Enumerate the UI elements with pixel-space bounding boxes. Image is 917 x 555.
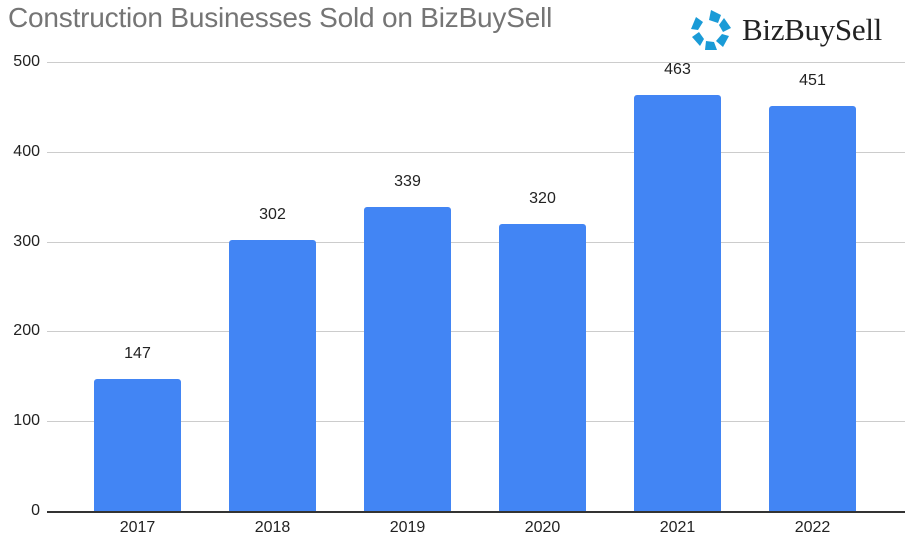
- y-axis-tick-label: 500: [13, 53, 40, 70]
- bar-value-label: 463: [664, 61, 691, 78]
- bar-2018: [229, 240, 316, 511]
- x-axis-tick-label: 2021: [659, 519, 696, 536]
- x-axis-baseline: [47, 511, 905, 513]
- bar-2022: [769, 106, 856, 511]
- bar-2020: [499, 224, 586, 511]
- gridline: [47, 62, 905, 63]
- y-axis-tick-label: 400: [13, 143, 40, 160]
- y-axis-tick-label: 200: [13, 322, 40, 339]
- bizbuysell-logo: BizBuySell: [690, 8, 882, 52]
- y-axis-tick-label: 300: [13, 233, 40, 250]
- bar-value-label: 451: [799, 72, 826, 89]
- bar-2017: [94, 379, 181, 511]
- gridline: [47, 152, 905, 153]
- bar-2021: [634, 95, 721, 511]
- x-axis-tick-label: 2018: [254, 519, 291, 536]
- bar-value-label: 339: [394, 173, 421, 190]
- logo-text: BizBuySell: [742, 12, 882, 47]
- y-axis-tick-label: 0: [31, 502, 40, 519]
- gridline: [47, 331, 905, 332]
- bar-value-label: 320: [529, 190, 556, 207]
- bizbuysell-logo-icon: [691, 10, 731, 50]
- x-axis-tick-label: 2019: [389, 519, 426, 536]
- bar-value-label: 147: [124, 345, 151, 362]
- x-axis-tick-label: 2020: [524, 519, 561, 536]
- chart-title: Construction Businesses Sold on BizBuySe…: [8, 2, 553, 33]
- x-axis-tick-label: 2017: [119, 519, 156, 536]
- bar-2019: [364, 207, 451, 511]
- gridline: [47, 421, 905, 422]
- bar-value-label: 302: [259, 206, 286, 223]
- x-axis-tick-label: 2022: [794, 519, 831, 536]
- y-axis-tick-label: 100: [13, 412, 40, 429]
- gridline: [47, 242, 905, 243]
